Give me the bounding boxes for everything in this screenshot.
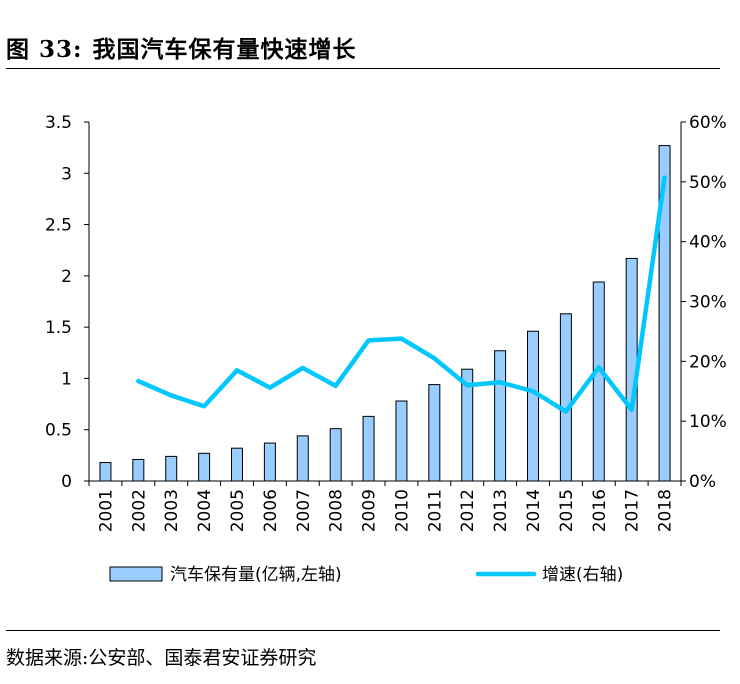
x-tick-label: 2011 <box>425 489 445 532</box>
left-tick-label: 3 <box>61 164 72 184</box>
left-tick-label: 0 <box>61 472 72 492</box>
bar-2009 <box>362 415 375 482</box>
x-tick-label: 2005 <box>228 489 248 532</box>
legend: 汽车保有量(亿辆,左轴) 增速(右轴) <box>109 565 623 585</box>
x-tick-label: 2004 <box>195 489 215 532</box>
legend-bar-swatch <box>109 566 163 582</box>
bar-2007 <box>296 435 309 482</box>
left-tick-label: 2 <box>61 267 72 287</box>
right-tick-label: 60% <box>689 113 727 133</box>
figure-title: 图 33: 我国汽车保有量快速增长 <box>6 30 367 64</box>
bar-2014 <box>527 330 539 482</box>
growth-line <box>136 175 667 414</box>
left-tick-label: 2.5 <box>45 216 72 236</box>
axes <box>88 122 682 482</box>
x-tick-label: 2007 <box>294 489 314 532</box>
x-tick-label: 2013 <box>491 489 511 532</box>
bar-series <box>99 145 671 482</box>
right-tick-label: 20% <box>689 352 727 372</box>
x-tick-label: 2017 <box>623 489 643 532</box>
x-tick-label: 2002 <box>129 489 149 532</box>
legend-line-label: 增速(右轴) <box>542 565 623 585</box>
left-tick-label: 0.5 <box>45 421 72 441</box>
bar-2015 <box>559 313 572 482</box>
x-tick-label: 2018 <box>656 489 676 532</box>
x-tick-label: 2008 <box>327 489 347 532</box>
bar-2008 <box>329 428 342 482</box>
left-tick-label: 3.5 <box>45 113 72 133</box>
bar-2005 <box>231 447 243 482</box>
left-tick-label: 1.5 <box>45 318 72 338</box>
right-tick-label: 50% <box>689 173 727 193</box>
x-tick-label: 2003 <box>162 489 182 532</box>
x-tick-label: 2014 <box>524 489 544 532</box>
left-tick-label: 1 <box>61 369 72 389</box>
right-tick-label: 10% <box>689 412 727 432</box>
right-axis-ticks: 0% 10% 20% 30% 40% 50% 60% <box>681 113 727 492</box>
x-tick-label: 2016 <box>590 489 610 532</box>
legend-bar-label: 汽车保有量(亿辆,左轴) <box>170 565 342 585</box>
bar-2003 <box>165 455 178 482</box>
right-tick-label: 30% <box>689 293 727 313</box>
x-axis-labels: 2001 2002 2003 2004 2005 2006 2007 2008 2009 2010… <box>88 481 682 532</box>
right-tick-label: 0% <box>689 472 716 492</box>
x-tick-label: 2015 <box>557 489 577 532</box>
x-tick-label: 2009 <box>360 489 380 532</box>
bar-2006 <box>263 442 276 482</box>
bar-2016 <box>592 281 605 482</box>
bar-2010 <box>395 400 408 482</box>
bar-2004 <box>198 452 211 482</box>
bar-2011 <box>428 384 441 482</box>
left-axis-ticks: 0 0.5 1 1.5 2 2.5 3 3.5 <box>45 113 89 492</box>
bar-2001 <box>99 462 112 482</box>
right-tick-label: 40% <box>689 233 727 253</box>
source-note: 数据来源:公安部、国泰君安证券研究 <box>6 647 317 669</box>
x-tick-label: 2001 <box>96 489 116 532</box>
x-tick-label: 2012 <box>458 489 478 532</box>
x-tick-label: 2006 <box>261 489 281 532</box>
x-tick-label: 2010 <box>392 489 412 532</box>
bar-2002 <box>132 458 145 482</box>
bar-2013 <box>494 350 507 482</box>
top-rule <box>6 68 720 69</box>
figure-label: 图 33: <box>6 36 83 63</box>
bottom-rule <box>6 630 720 631</box>
figure-title-text: 我国汽车保有量快速增长 <box>92 36 357 63</box>
